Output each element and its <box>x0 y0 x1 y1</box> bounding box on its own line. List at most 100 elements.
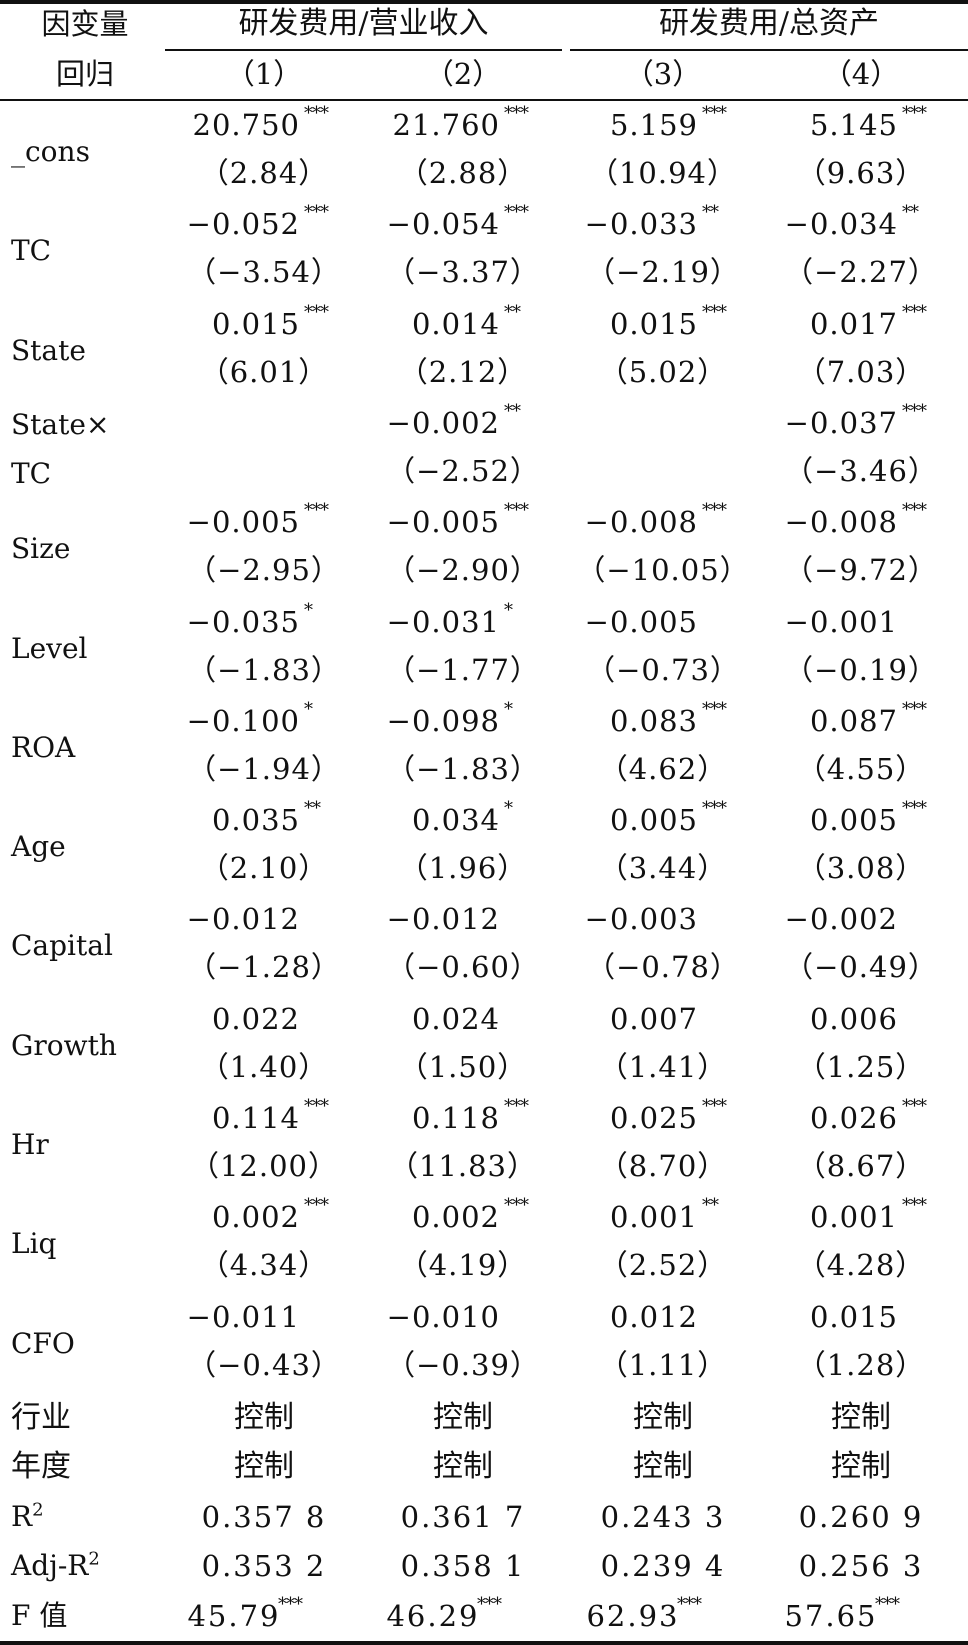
t-statistic: （1.96） <box>398 851 528 886</box>
dep-var-label: 因变量 <box>41 7 129 41</box>
control-value: 控制 <box>633 1449 693 1485</box>
coefficient: 0.001 <box>609 1200 698 1235</box>
column-header-2: （2） <box>424 57 502 91</box>
t-statistic: （−1.83） <box>187 652 341 687</box>
t-statistic: （1.25） <box>796 1049 926 1084</box>
row-label: Capital <box>11 929 113 963</box>
row-label: Hr <box>11 1128 49 1161</box>
control-label: 行业 <box>11 1399 71 1435</box>
coefficient: −0.031 <box>386 604 500 639</box>
regression-label: 回归 <box>55 57 114 91</box>
column-header-3: （3） <box>624 57 702 91</box>
row-label: Level <box>11 631 88 665</box>
significance-stars: *** <box>902 301 927 323</box>
row-label: ROA <box>11 730 76 764</box>
t-statistic: （−1.83） <box>386 751 540 786</box>
t-statistic: （−0.60） <box>386 950 540 985</box>
significance-stars: *** <box>504 103 529 124</box>
coefficient: −0.052 <box>186 207 300 242</box>
significance-stars: *** <box>902 1195 927 1217</box>
coefficient: 0.001 <box>809 1200 898 1235</box>
coefficient: 0.005 <box>609 803 698 838</box>
t-statistic: （−10.05） <box>576 553 750 588</box>
t-statistic: （2.88） <box>398 156 528 190</box>
column-header-1: （1） <box>225 57 303 91</box>
significance-stars: *** <box>477 1593 502 1615</box>
coefficient: −0.100 <box>186 703 300 738</box>
row-label: State <box>11 333 86 367</box>
coefficient: −0.012 <box>386 902 500 937</box>
t-statistic: （4.19） <box>398 1248 528 1283</box>
fit-stat-value: 45.79 <box>187 1598 281 1633</box>
group-2-underline <box>570 49 968 51</box>
coefficient: 0.002 <box>211 1200 300 1235</box>
t-statistic: （6.01） <box>199 354 329 389</box>
t-statistic: （−0.78） <box>586 950 740 985</box>
t-statistic: （−0.43） <box>187 1347 341 1382</box>
significance-stars: *** <box>902 103 927 124</box>
coefficient: 0.022 <box>211 1001 300 1036</box>
t-statistic: （4.62） <box>598 751 728 786</box>
group-1-underline <box>165 49 562 51</box>
significance-stars: ** <box>504 400 521 422</box>
control-value: 控制 <box>831 1449 891 1485</box>
top-rule <box>0 0 968 4</box>
row-label: Age <box>11 830 66 864</box>
fit-stat-label: Adj-R2 <box>11 1548 100 1584</box>
t-statistic: （4.34） <box>199 1248 329 1283</box>
significance-stars: * <box>304 599 313 621</box>
coefficient: 21.760 <box>392 108 500 142</box>
t-statistic: （1.11） <box>598 1347 728 1382</box>
significance-stars: *** <box>304 301 329 323</box>
significance-stars: * <box>304 698 313 720</box>
significance-stars: * <box>504 599 513 621</box>
t-statistic: （3.08） <box>796 851 926 886</box>
coefficient: −0.005 <box>186 505 300 540</box>
t-statistic: （8.70） <box>598 1149 728 1183</box>
t-statistic: （2.12） <box>398 354 528 389</box>
significance-stars: *** <box>304 500 329 522</box>
coefficient: −0.003 <box>584 902 698 937</box>
coefficient: −0.005 <box>386 505 500 540</box>
coefficient: 0.015 <box>211 306 300 341</box>
t-statistic: （−3.37） <box>386 255 540 290</box>
t-statistic: （2.84） <box>199 156 329 190</box>
significance-stars: ** <box>702 202 719 224</box>
coefficient: 0.015 <box>609 306 698 341</box>
coefficient: 0.083 <box>609 703 698 738</box>
significance-stars: *** <box>504 1096 529 1117</box>
control-value: 控制 <box>433 1449 493 1485</box>
t-statistic: （4.28） <box>796 1248 926 1283</box>
significance-stars: *** <box>504 500 529 522</box>
control-value: 控制 <box>633 1399 693 1435</box>
coefficient: −0.011 <box>186 1299 300 1334</box>
coefficient: 0.026 <box>809 1101 898 1135</box>
coefficient: 0.007 <box>609 1001 698 1036</box>
fit-stat-value: 0.256 3 <box>798 1549 924 1584</box>
coefficient: −0.005 <box>584 604 698 639</box>
fit-stat-label: R2 <box>11 1499 44 1535</box>
fit-stat-value: 0.239 4 <box>600 1549 726 1584</box>
t-statistic: （2.52） <box>598 1248 728 1283</box>
t-statistic: （7.03） <box>796 354 926 389</box>
coefficient: −0.010 <box>386 1299 500 1334</box>
fit-stat-value: 57.65 <box>784 1598 878 1633</box>
control-label: 年度 <box>11 1449 71 1485</box>
significance-stars: *** <box>702 301 727 323</box>
row-label: CFO <box>11 1326 75 1360</box>
significance-stars: *** <box>304 202 329 224</box>
t-statistic: （−9.72） <box>784 553 938 588</box>
fit-stat-value: 0.358 1 <box>400 1549 526 1584</box>
significance-stars: * <box>504 698 513 720</box>
significance-stars: *** <box>902 500 927 522</box>
t-statistic: （−1.28） <box>187 950 341 985</box>
significance-stars: *** <box>304 103 329 124</box>
coefficient: −0.054 <box>386 207 500 242</box>
control-value: 控制 <box>433 1399 493 1435</box>
significance-stars: *** <box>677 1593 702 1615</box>
coefficient: −0.002 <box>784 902 898 937</box>
coefficient: −0.001 <box>784 604 898 639</box>
significance-stars: *** <box>702 103 727 124</box>
coefficient: 0.118 <box>411 1101 500 1135</box>
t-statistic: （2.10） <box>199 851 329 886</box>
